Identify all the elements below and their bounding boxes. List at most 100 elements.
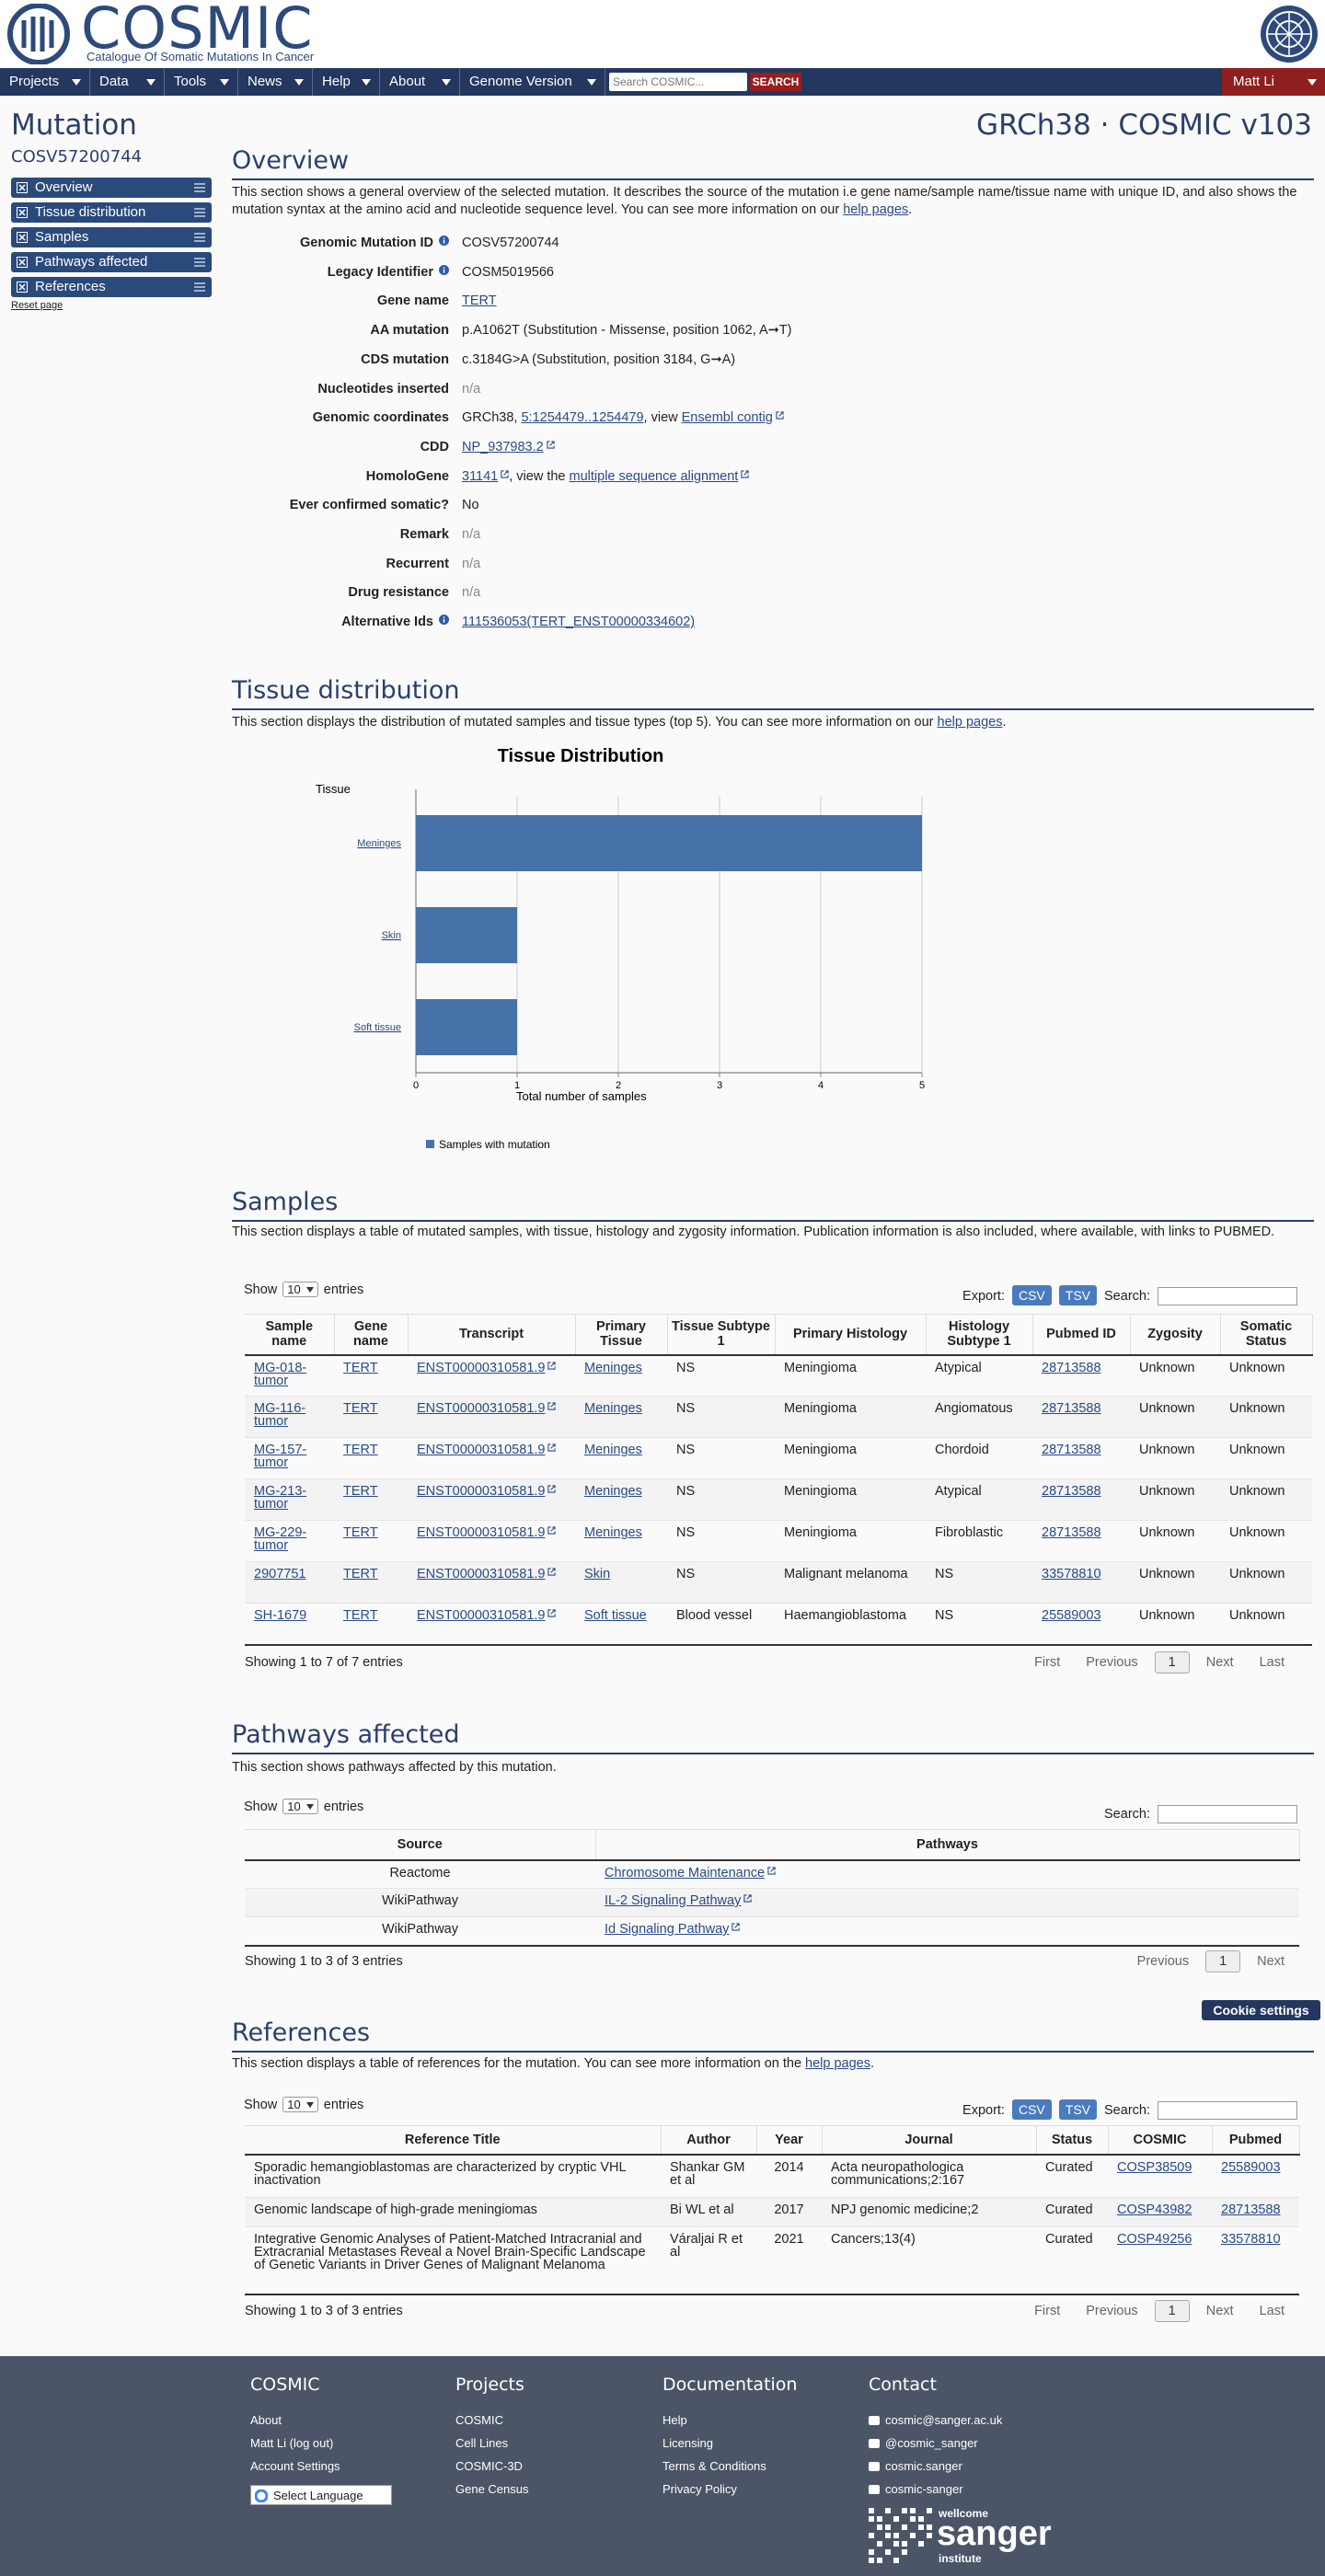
sidebar-link[interactable]: Overview: [11, 178, 212, 198]
column-header[interactable]: Source: [245, 1829, 596, 1861]
nav-item[interactable]: Tools: [165, 68, 238, 96]
pager-last[interactable]: Last: [1259, 2304, 1285, 2318]
cell-link[interactable]: ENST00000310581.9: [417, 1401, 546, 1416]
footer-link[interactable]: Privacy Policy: [662, 2482, 737, 2496]
cell-link[interactable]: Chromosome Maintenance: [605, 1865, 766, 1880]
cell-link[interactable]: MG-116-tumor: [254, 1401, 306, 1429]
cell-link[interactable]: 28713588: [1042, 1484, 1101, 1499]
cell-link[interactable]: SH-1679: [254, 1608, 307, 1623]
cell-link[interactable]: ENST00000310581.9: [417, 1567, 546, 1581]
column-header[interactable]: Pubmed: [1212, 2125, 1300, 2156]
sidebar-link[interactable]: Pathways affected: [11, 252, 212, 272]
user-menu[interactable]: Matt Li: [1222, 68, 1325, 96]
cell-link[interactable]: 25589003: [1042, 1608, 1101, 1623]
column-header[interactable]: Histology Subtype 1: [926, 1314, 1033, 1356]
cell-link[interactable]: COSP49256: [1117, 2232, 1192, 2247]
column-header[interactable]: Journal: [822, 2125, 1037, 2156]
column-header[interactable]: Reference Title: [245, 2125, 662, 2156]
cell-link[interactable]: 28713588: [1042, 1401, 1101, 1416]
cell-link[interactable]: MG-229-tumor: [254, 1525, 307, 1553]
column-header[interactable]: Tissue Subtype 1: [667, 1314, 776, 1356]
nav-item[interactable]: Genome Version: [460, 68, 605, 96]
link[interactable]: NP_937983.2: [462, 439, 544, 454]
pager-previous[interactable]: Previous: [1086, 2304, 1138, 2318]
cell-link[interactable]: 2907751: [254, 1567, 306, 1581]
cell-link[interactable]: MG-157-tumor: [254, 1443, 307, 1470]
column-header[interactable]: Transcript: [408, 1314, 576, 1356]
cell-link[interactable]: 28713588: [1042, 1525, 1101, 1540]
pager-last[interactable]: Last: [1259, 1655, 1285, 1670]
cell-link[interactable]: 28713588: [1042, 1360, 1101, 1375]
link[interactable]: multiple sequence alignment: [569, 468, 739, 484]
search-input[interactable]: [1158, 1805, 1297, 1823]
cell-link[interactable]: ENST00000310581.9: [417, 1525, 546, 1540]
pager-first[interactable]: First: [1034, 1655, 1061, 1670]
cell-link[interactable]: Id Signaling Pathway: [605, 1922, 730, 1937]
cell-link[interactable]: TERT: [343, 1443, 378, 1457]
cell-link[interactable]: TERT: [343, 1360, 378, 1375]
column-header[interactable]: Gene name: [334, 1314, 409, 1356]
cell-link[interactable]: ENST00000310581.9: [417, 1443, 546, 1457]
pager-next[interactable]: Next: [1257, 1954, 1285, 1969]
csv-button[interactable]: CSV: [1011, 1285, 1052, 1305]
column-header[interactable]: Author: [661, 2125, 757, 2156]
cell-link[interactable]: IL-2 Signaling Pathway: [605, 1893, 742, 1908]
length-select[interactable]: 10: [282, 1282, 318, 1297]
cell-link[interactable]: Meninges: [584, 1360, 642, 1375]
column-header[interactable]: Primary Tissue: [575, 1314, 668, 1356]
cell-link[interactable]: 33578810: [1221, 2232, 1281, 2247]
cell-link[interactable]: MG-213-tumor: [254, 1484, 307, 1512]
length-select[interactable]: 10: [282, 2097, 318, 2112]
link[interactable]: 111536053(TERT_ENST00000334602): [462, 615, 696, 630]
footer-link[interactable]: @cosmic_sanger: [885, 2436, 978, 2450]
pager-current[interactable]: 1: [1154, 1651, 1190, 1673]
cell-link[interactable]: Meninges: [584, 1443, 642, 1457]
footer-link[interactable]: Terms & Conditions: [662, 2459, 766, 2473]
nav-item[interactable]: News: [238, 68, 313, 96]
search-input[interactable]: [1158, 2101, 1297, 2121]
cell-link[interactable]: ENST00000310581.9: [417, 1608, 546, 1623]
pager-first[interactable]: First: [1034, 2304, 1061, 2318]
footer-link[interactable]: Gene Census: [455, 2482, 529, 2496]
sidebar-link[interactable]: References: [11, 277, 212, 297]
footer-link[interactable]: cosmic-sanger: [885, 2482, 963, 2496]
cell-link[interactable]: ENST00000310581.9: [417, 1360, 546, 1375]
pager-previous[interactable]: Previous: [1136, 1954, 1190, 1969]
pager-current[interactable]: 1: [1154, 2300, 1190, 2322]
column-header[interactable]: Zygosity: [1130, 1314, 1221, 1356]
nav-item[interactable]: Help: [313, 68, 380, 96]
pager-previous[interactable]: Previous: [1086, 1655, 1138, 1670]
footer-link[interactable]: About: [250, 2413, 282, 2427]
cell-link[interactable]: TERT: [343, 1401, 378, 1416]
column-header[interactable]: Pubmed ID: [1032, 1314, 1131, 1356]
pager-next[interactable]: Next: [1205, 1655, 1234, 1670]
footer-link[interactable]: cosmic@sanger.ac.uk: [885, 2413, 1002, 2427]
cell-link[interactable]: COSP43982: [1117, 2202, 1192, 2217]
cell-link[interactable]: Meninges: [584, 1484, 642, 1499]
cell-link[interactable]: Skin: [584, 1567, 611, 1581]
length-select[interactable]: 10: [282, 1799, 318, 1814]
cell-link[interactable]: 28713588: [1042, 1443, 1101, 1457]
link[interactable]: help pages: [805, 2056, 870, 2071]
column-header[interactable]: Status: [1036, 2125, 1109, 2156]
category-label[interactable]: Skin: [382, 930, 401, 941]
cell-link[interactable]: ENST00000310581.9: [417, 1484, 546, 1499]
tsv-button[interactable]: TSV: [1058, 1285, 1098, 1305]
nav-item[interactable]: Projects: [0, 68, 90, 96]
search-button[interactable]: SEARCH: [750, 73, 801, 91]
cell-link[interactable]: 25589003: [1221, 2159, 1281, 2175]
footer-link[interactable]: Licensing: [662, 2436, 713, 2450]
footer-link[interactable]: Cell Lines: [455, 2436, 508, 2450]
cell-link[interactable]: Soft tissue: [584, 1608, 647, 1623]
column-header[interactable]: Sample name: [245, 1314, 335, 1356]
category-label[interactable]: Soft tissue: [354, 1022, 401, 1033]
footer-link[interactable]: COSMIC: [455, 2413, 503, 2427]
cell-link[interactable]: Meninges: [584, 1401, 642, 1416]
link[interactable]: help pages: [843, 202, 909, 217]
footer-link[interactable]: Matt Li (log out): [250, 2436, 333, 2450]
nav-item[interactable]: About: [380, 68, 460, 96]
cell-link[interactable]: Meninges: [584, 1525, 642, 1540]
cell-link[interactable]: 33578810: [1042, 1567, 1101, 1581]
sidebar-link[interactable]: Tissue distribution: [11, 202, 212, 223]
search-input[interactable]: [1158, 1287, 1297, 1306]
